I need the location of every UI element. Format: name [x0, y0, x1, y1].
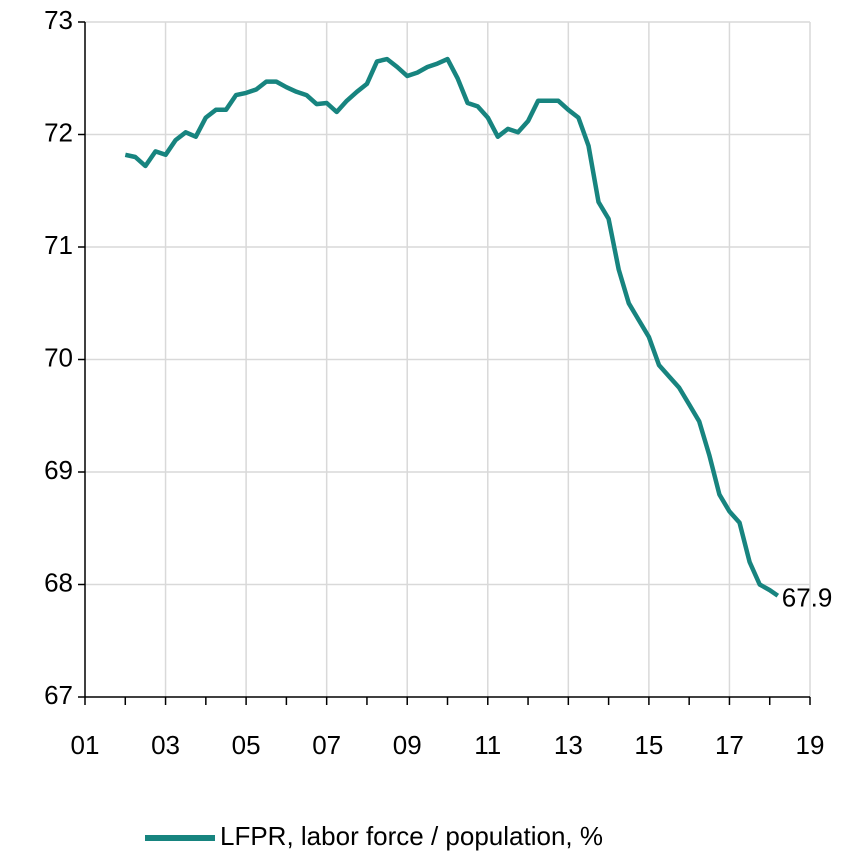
x-tick-label: 09 — [393, 730, 422, 760]
y-tick-label: 70 — [44, 342, 73, 372]
x-tick-label: 11 — [474, 730, 501, 760]
y-tick-label: 71 — [44, 230, 73, 260]
x-tick-label: 03 — [151, 730, 180, 760]
data-label: 67.9 — [782, 583, 833, 613]
y-tick-label: 72 — [44, 117, 73, 147]
y-tick-label: 68 — [44, 567, 73, 597]
x-tick-label: 05 — [232, 730, 261, 760]
y-tick-label: 67 — [44, 680, 73, 710]
x-tick-label: 07 — [312, 730, 341, 760]
x-tick-label: 19 — [796, 730, 825, 760]
x-tick-label: 15 — [634, 730, 663, 760]
data-line — [124, 56, 780, 598]
legend-label: LFPR, labor force / population, % — [220, 821, 603, 851]
x-tick-label: 13 — [554, 730, 583, 760]
x-tick-label: 17 — [715, 730, 744, 760]
y-tick-label: 73 — [44, 5, 73, 35]
y-tick-label: 69 — [44, 455, 73, 485]
x-tick-label: 01 — [71, 730, 100, 760]
